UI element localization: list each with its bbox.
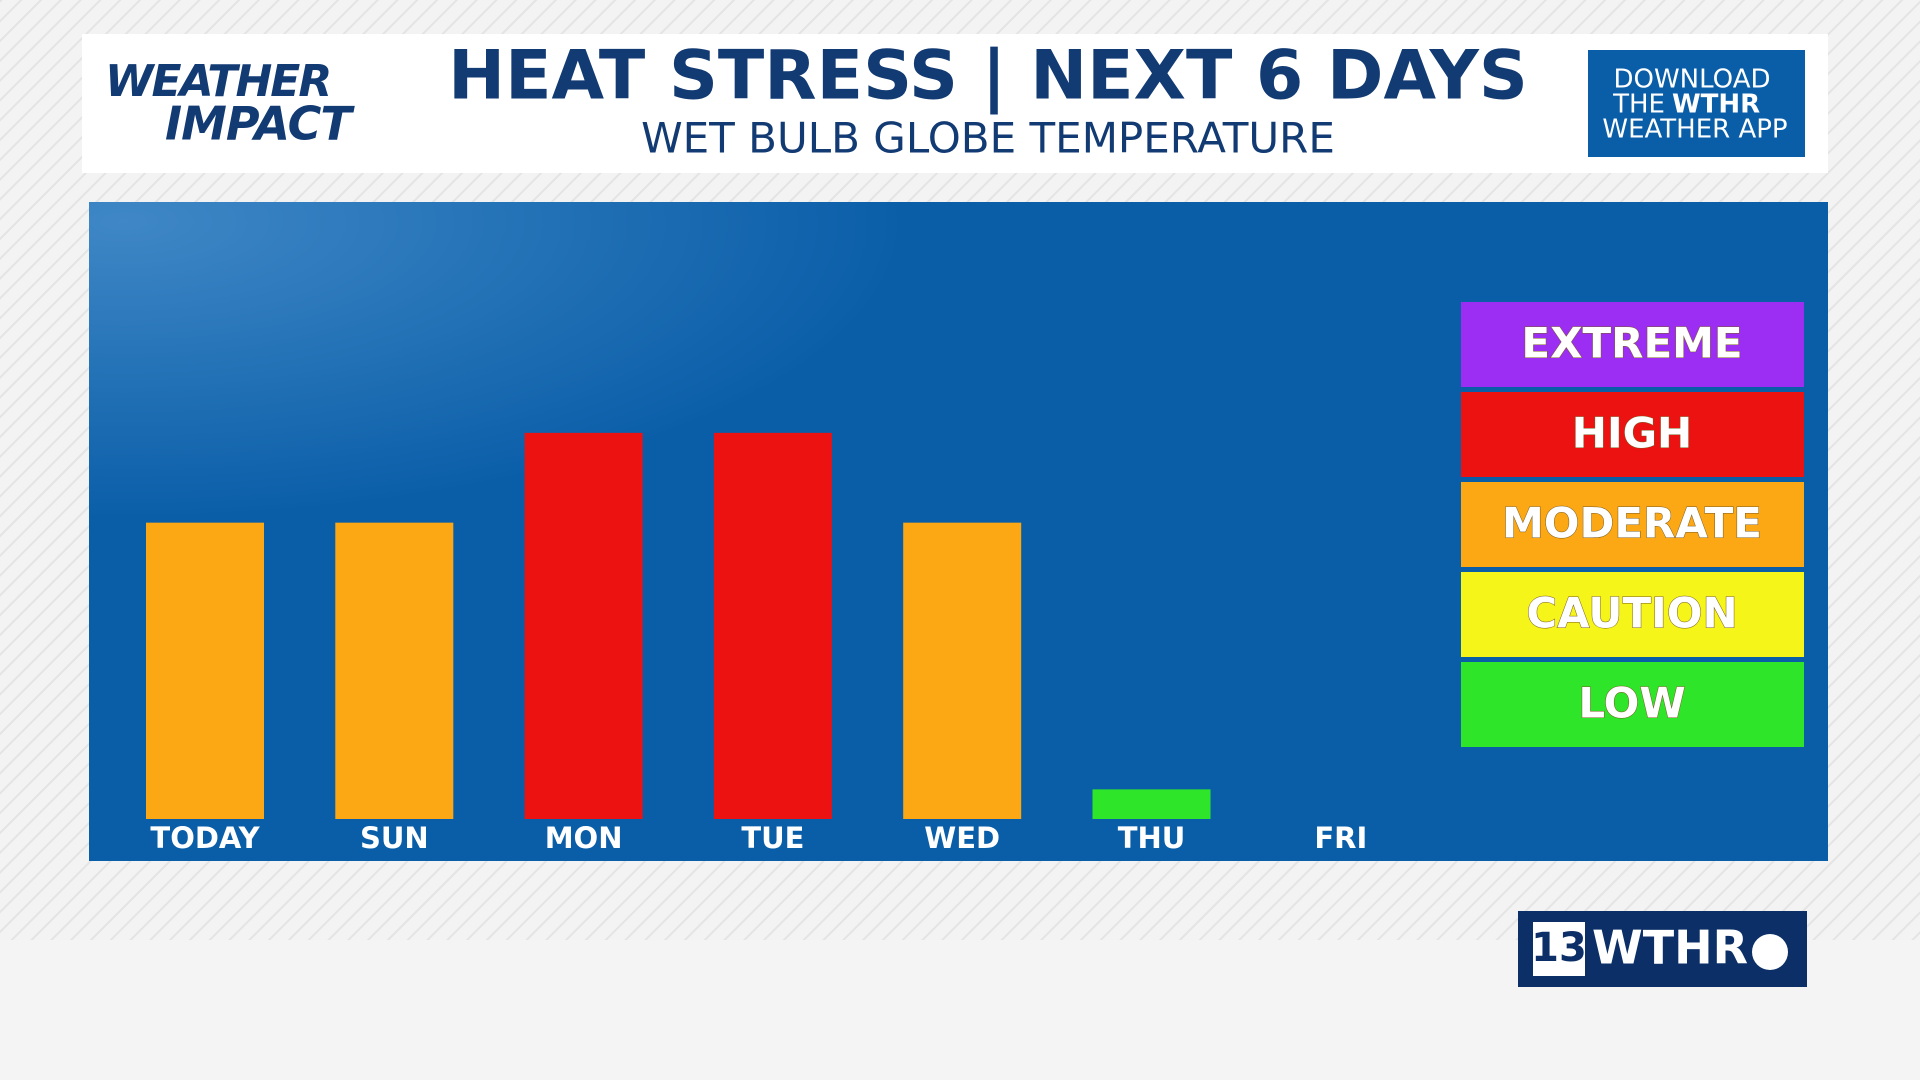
- chart-subtitle: WET BULB GLOBE TEMPERATURE: [641, 114, 1335, 163]
- app-box: [1588, 50, 1805, 157]
- logo-text: IMPACT: [165, 97, 355, 151]
- legend-swatch: [1461, 572, 1804, 657]
- legend-label: LOW: [1578, 679, 1685, 728]
- x-tick-label: SUN: [360, 821, 429, 855]
- header-box: [82, 34, 1828, 173]
- bar: [1092, 789, 1211, 819]
- legend-label: CAUTION: [1526, 589, 1737, 638]
- x-tick-label: TODAY: [150, 821, 260, 855]
- bar: [335, 522, 454, 819]
- station-number: 13: [1531, 925, 1587, 971]
- legend-label: EXTREME: [1521, 319, 1742, 368]
- legend-swatch: [1461, 662, 1804, 747]
- x-tick-label: THU: [1118, 821, 1186, 855]
- x-tick-label: MON: [545, 821, 623, 855]
- bar: [146, 522, 264, 819]
- x-tick-label: TUE: [741, 821, 804, 855]
- station-badge: [1533, 922, 1585, 976]
- app-text: DOWNLOAD: [1613, 65, 1770, 95]
- legend-swatch: [1461, 392, 1804, 477]
- x-tick-label: FRI: [1314, 821, 1367, 855]
- chart-title: HEAT STRESS | NEXT 6 DAYS: [448, 37, 1528, 116]
- bar: [524, 432, 643, 819]
- x-tick-label: WED: [924, 821, 1000, 855]
- logo-text: WEATHER: [105, 56, 330, 107]
- legend-label: MODERATE: [1502, 499, 1762, 548]
- legend-swatch: [1461, 482, 1804, 567]
- bar: [713, 432, 832, 819]
- app-text: THE: [1612, 90, 1665, 120]
- bar: [903, 522, 1022, 819]
- legend-label: HIGH: [1572, 409, 1692, 458]
- app-text: WEATHER APP: [1602, 115, 1787, 145]
- station-name: WTHR: [1592, 921, 1748, 975]
- peacock-icon: [1752, 934, 1788, 970]
- app-text: WTHR: [1672, 90, 1760, 120]
- legend-swatch: [1461, 302, 1804, 387]
